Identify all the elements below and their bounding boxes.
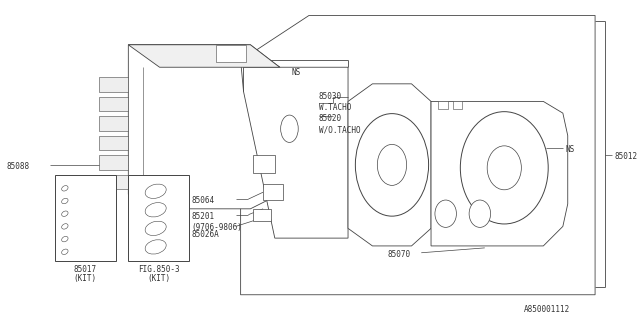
Bar <box>55 175 116 260</box>
Text: W/O.TACHO: W/O.TACHO <box>319 126 360 135</box>
Text: NS: NS <box>291 68 301 77</box>
Bar <box>99 155 129 170</box>
Bar <box>263 184 283 200</box>
Ellipse shape <box>487 146 522 190</box>
Bar <box>99 97 129 111</box>
Text: FIG.850-3: FIG.850-3 <box>138 266 179 275</box>
Ellipse shape <box>61 249 68 254</box>
Text: 85201: 85201 <box>192 212 215 221</box>
Ellipse shape <box>378 144 406 185</box>
Bar <box>99 116 129 131</box>
Text: (KIT): (KIT) <box>74 274 97 283</box>
Text: 85020: 85020 <box>319 114 342 123</box>
Ellipse shape <box>469 200 491 228</box>
Polygon shape <box>431 101 568 246</box>
Bar <box>99 136 129 150</box>
Ellipse shape <box>61 198 68 204</box>
Text: 85064: 85064 <box>192 196 215 205</box>
Text: 85070: 85070 <box>387 250 410 259</box>
Polygon shape <box>129 45 280 209</box>
Text: 85030: 85030 <box>319 92 342 101</box>
Polygon shape <box>129 45 280 67</box>
Text: 85088: 85088 <box>6 162 29 171</box>
Ellipse shape <box>61 186 68 191</box>
Bar <box>438 101 447 109</box>
Ellipse shape <box>145 221 166 236</box>
Ellipse shape <box>61 224 68 229</box>
Text: (KIT): (KIT) <box>147 274 170 283</box>
Text: W.TACHO: W.TACHO <box>319 103 351 112</box>
Ellipse shape <box>355 114 429 216</box>
Bar <box>99 175 129 189</box>
Polygon shape <box>129 45 280 67</box>
Ellipse shape <box>61 236 68 242</box>
Bar <box>253 155 275 173</box>
Ellipse shape <box>145 184 166 198</box>
Text: 85026A: 85026A <box>192 230 220 239</box>
Ellipse shape <box>145 203 166 217</box>
Ellipse shape <box>145 240 166 254</box>
Polygon shape <box>244 67 348 238</box>
Ellipse shape <box>281 115 298 142</box>
Polygon shape <box>348 84 431 246</box>
Bar <box>253 209 271 220</box>
Ellipse shape <box>460 112 548 224</box>
Text: NS: NS <box>566 145 575 154</box>
Bar <box>452 101 462 109</box>
Ellipse shape <box>435 200 456 228</box>
Text: A850001112: A850001112 <box>524 305 570 314</box>
Text: (9706-9806): (9706-9806) <box>192 223 243 232</box>
Bar <box>216 45 246 62</box>
Ellipse shape <box>61 211 68 216</box>
Bar <box>99 77 129 92</box>
Bar <box>129 175 189 260</box>
Text: 85012: 85012 <box>614 152 637 161</box>
Text: 85017: 85017 <box>74 266 97 275</box>
